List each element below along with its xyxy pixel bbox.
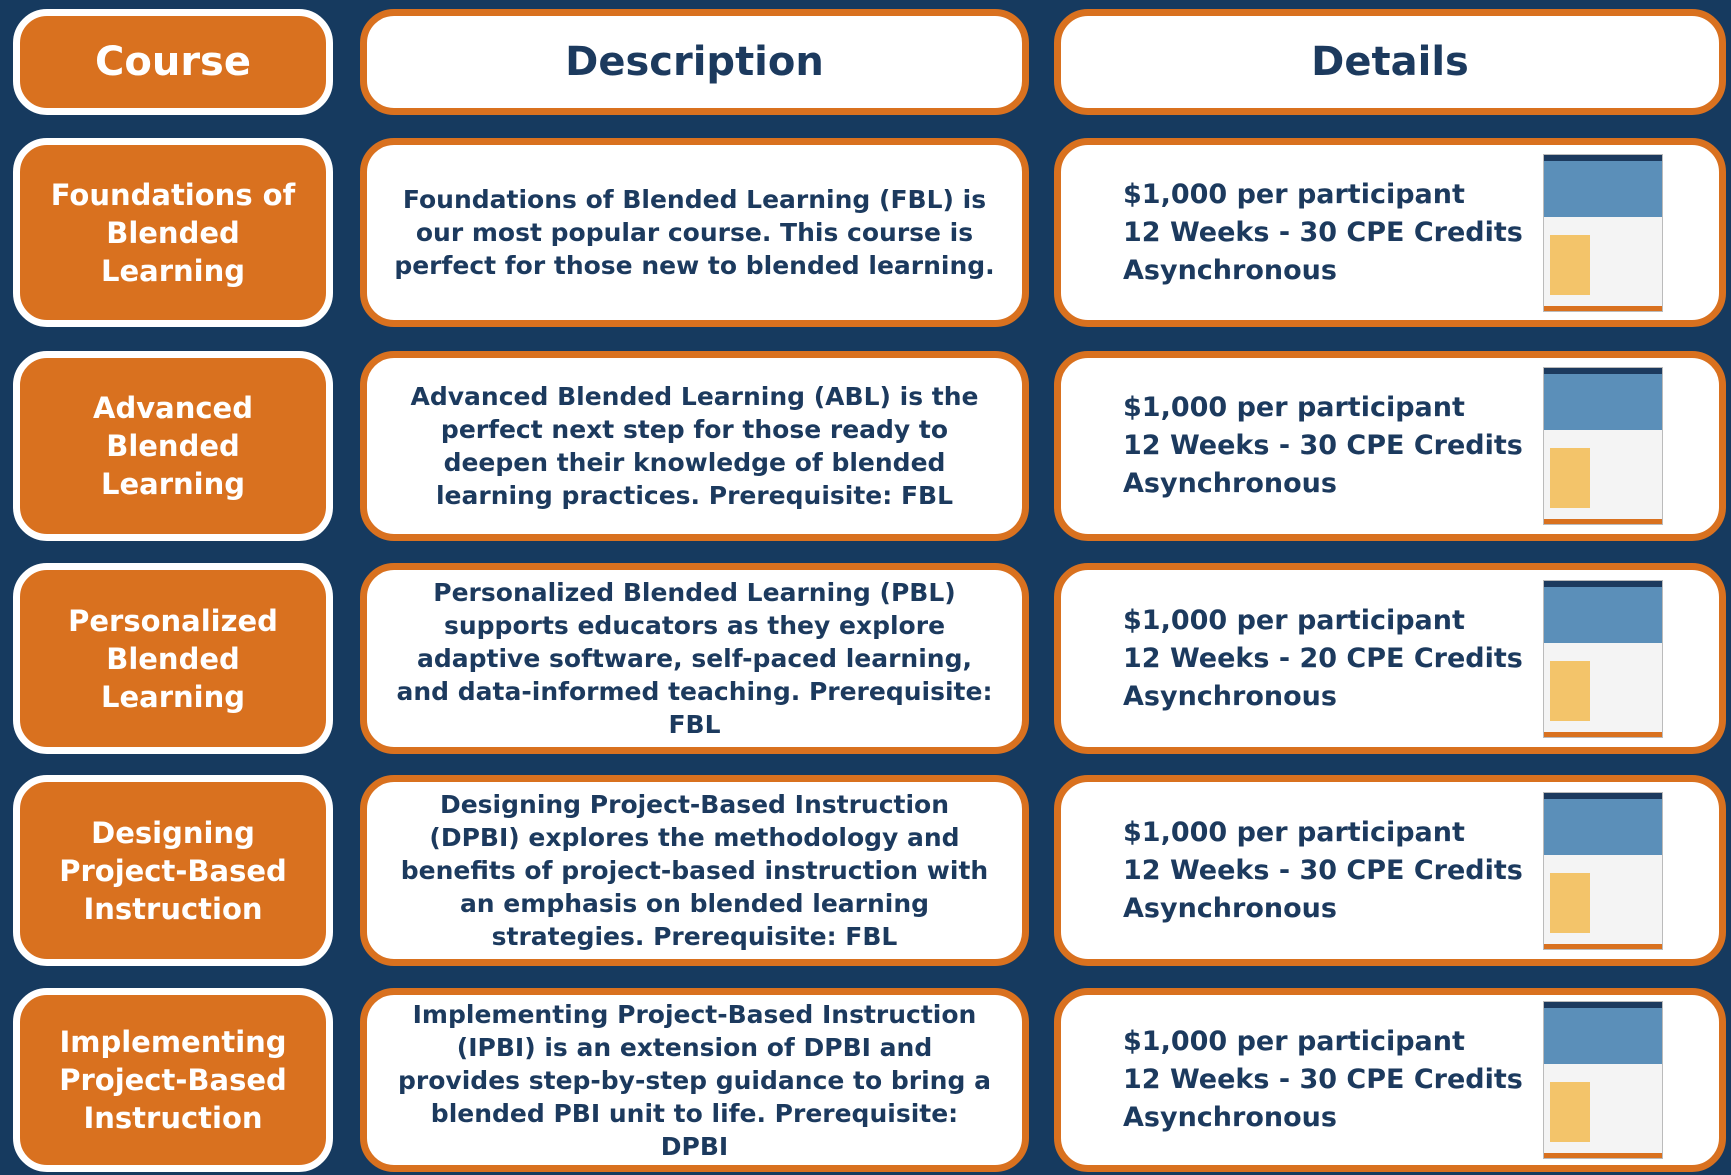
- brochure-thumbnail: [1543, 1001, 1663, 1159]
- thumb-bar: [1544, 792, 1662, 799]
- brochure-thumbnail: [1543, 367, 1663, 525]
- course-cell: Implementing Project-Based Instruction: [13, 988, 333, 1172]
- brochure-thumbnail: [1543, 579, 1663, 738]
- details-cell: $1,000 per participant 12 Weeks - 30 CPE …: [1054, 775, 1726, 966]
- details-cell: $1,000 per participant 12 Weeks - 20 CPE …: [1054, 563, 1726, 754]
- brochure-thumbnail: [1543, 791, 1663, 950]
- thumb-bar: [1544, 1002, 1662, 1008]
- thumb-sidebar: [1550, 1082, 1590, 1142]
- thumb-bar: [1544, 154, 1662, 161]
- details-line: Asynchronous: [1123, 468, 1337, 499]
- description-cell: Designing Project-Based Instruction (DPB…: [360, 775, 1029, 966]
- description-header: Description: [360, 9, 1029, 115]
- details-lines: $1,000 per participant 12 Weeks - 30 CPE …: [1123, 176, 1523, 290]
- details-line: 12 Weeks - 30 CPE Credits: [1123, 216, 1523, 248]
- details-cell: $1,000 per participant 12 Weeks - 30 CPE …: [1054, 138, 1726, 327]
- details-cell: $1,000 per participant 12 Weeks - 30 CPE …: [1054, 988, 1726, 1172]
- details-line: 12 Weeks - 30 CPE Credits: [1123, 430, 1523, 461]
- details-line: 12 Weeks - 30 CPE Credits: [1123, 854, 1523, 886]
- details-line: $1,000 per participant: [1123, 1026, 1465, 1057]
- details-lines: $1,000 per participant 12 Weeks - 30 CPE …: [1123, 1023, 1523, 1137]
- thumb-footer: [1544, 1153, 1662, 1158]
- details-line: $1,000 per participant: [1123, 392, 1465, 423]
- course-header: Course: [13, 9, 333, 115]
- description-cell: Personalized Blended Learning (PBL) supp…: [360, 563, 1029, 754]
- course-cell: Designing Project-Based Instruction: [13, 775, 333, 966]
- thumb-photo: [1544, 586, 1662, 643]
- thumb-footer: [1544, 943, 1662, 949]
- description-cell: Implementing Project-Based Instruction (…: [360, 988, 1029, 1172]
- description-cell: Foundations of Blended Learning (FBL) is…: [360, 138, 1029, 327]
- details-line: 12 Weeks - 20 CPE Credits: [1123, 642, 1523, 674]
- thumb-footer: [1544, 731, 1662, 737]
- thumb-footer: [1544, 305, 1662, 311]
- thumb-photo: [1544, 798, 1662, 855]
- details-line: Asynchronous: [1123, 680, 1337, 712]
- thumb-bar: [1544, 368, 1662, 374]
- thumb-bar: [1544, 580, 1662, 587]
- brochure-thumbnail: [1543, 153, 1663, 312]
- details-line: 12 Weeks - 30 CPE Credits: [1123, 1064, 1523, 1095]
- details-cell: $1,000 per participant 12 Weeks - 30 CPE …: [1054, 351, 1726, 541]
- thumb-photo: [1544, 1008, 1662, 1064]
- course-cell: Foundations of Blended Learning: [13, 138, 333, 327]
- thumb-photo: [1544, 160, 1662, 217]
- details-line: Asynchronous: [1123, 254, 1337, 286]
- course-cell: Personalized Blended Learning: [13, 563, 333, 754]
- details-lines: $1,000 per participant 12 Weeks - 20 CPE …: [1123, 602, 1523, 716]
- details-line: $1,000 per participant: [1123, 178, 1465, 210]
- details-header: Details: [1054, 9, 1726, 115]
- thumb-photo: [1544, 374, 1662, 430]
- thumb-sidebar: [1550, 660, 1590, 721]
- details-line: Asynchronous: [1123, 1102, 1337, 1133]
- details-lines: $1,000 per participant 12 Weeks - 30 CPE …: [1123, 814, 1523, 928]
- course-cell: Advanced Blended Learning: [13, 351, 333, 541]
- thumb-sidebar: [1550, 872, 1590, 933]
- details-line: Asynchronous: [1123, 892, 1337, 924]
- details-line: $1,000 per participant: [1123, 604, 1465, 636]
- description-cell: Advanced Blended Learning (ABL) is the p…: [360, 351, 1029, 541]
- thumb-sidebar: [1550, 448, 1590, 508]
- details-lines: $1,000 per participant 12 Weeks - 30 CPE …: [1123, 389, 1523, 503]
- thumb-footer: [1544, 519, 1662, 524]
- details-line: $1,000 per participant: [1123, 816, 1465, 848]
- thumb-sidebar: [1550, 234, 1590, 295]
